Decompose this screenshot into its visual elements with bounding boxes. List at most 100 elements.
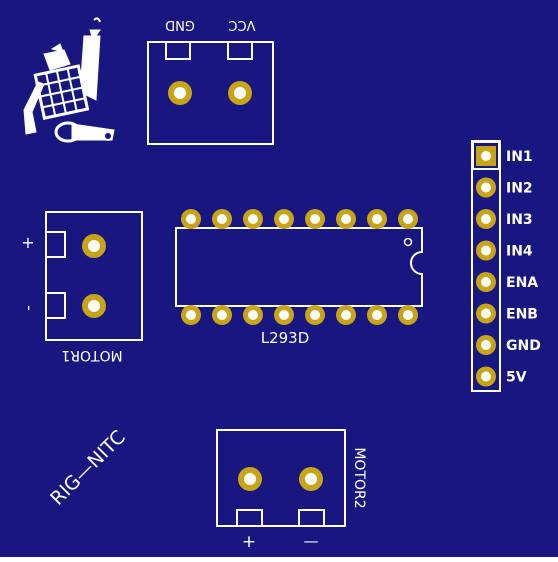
power-header-notch-left (165, 41, 191, 60)
pad-drill-hole (310, 310, 320, 320)
chip-pin1-marker (403, 237, 413, 247)
pad-drill-hole (186, 214, 196, 224)
chip-pin-pad (274, 209, 294, 229)
pad-drill-hole (186, 310, 196, 320)
pad-drill-hole (248, 310, 258, 320)
header-pin: IN4 (476, 240, 533, 261)
robot-logo-icon (23, 17, 115, 143)
motor2-notch-left (236, 509, 263, 527)
header-pin-list: IN1 IN2 IN3 IN4 ENA ENB GND 5V (476, 146, 541, 387)
chip-pin-pad (243, 209, 263, 229)
pad-drill-hole (88, 300, 100, 312)
header-pin-label: ENA (506, 275, 538, 291)
motor2-notch-right (298, 509, 325, 527)
chip-pin-pad (336, 209, 356, 229)
chip-pin-pad (367, 305, 387, 325)
pad-drill-hole (341, 310, 351, 320)
header-pin: ENA (476, 272, 538, 292)
motor2-outline (216, 429, 346, 527)
pad-drill-hole (217, 310, 227, 320)
pad-drill-hole (481, 277, 491, 287)
header-pin-label: IN4 (506, 244, 533, 260)
chip-pin-pad (367, 209, 387, 229)
vcc-power-pad (228, 81, 252, 105)
chip-pin-pad (305, 305, 325, 325)
pad-drill-hole (310, 214, 320, 224)
chip-pin-pad (212, 305, 232, 325)
pad-drill-hole (279, 214, 289, 224)
gnd-label: GND (165, 17, 195, 32)
chip-label: L293D (261, 329, 310, 347)
gnd-power-pad (168, 81, 192, 105)
chip-outline (175, 227, 423, 307)
chip-pin-pad (274, 305, 294, 325)
chip-pin-pad (336, 305, 356, 325)
motor1-terminal: + - MOTOR1 (20, 211, 143, 363)
header-pin-label: IN2 (506, 181, 533, 197)
power-header: GND VCC (147, 17, 274, 145)
power-header-notch-right (227, 41, 253, 60)
motor1-notch-top (45, 231, 66, 258)
pad-drill-hole (481, 308, 491, 319)
power-header-outline (147, 41, 274, 145)
header-pin: ENB (476, 303, 538, 324)
pad-drill-hole (372, 214, 382, 224)
l293d-chip: L293D (175, 209, 423, 347)
pad-drill-hole (481, 214, 491, 224)
chip-pin-pad (305, 209, 325, 229)
motor2-terminal: + — MOTOR2 (216, 429, 367, 552)
header-pin-label: ENB (506, 307, 538, 323)
pad-drill-hole (481, 245, 491, 256)
pad-drill-hole (248, 214, 258, 224)
pad-drill-hole (481, 151, 491, 161)
header-pin: 5V (476, 366, 527, 387)
motor2-plus-pad (238, 467, 262, 491)
motor2-plus-label: + (242, 532, 256, 552)
control-header: IN1 IN2 IN3 IN4 ENA ENB GND 5V (471, 140, 541, 392)
chip-pin-pad (398, 305, 418, 325)
motor1-plus-pad (82, 234, 106, 258)
motor1-minus-label: - (20, 305, 39, 311)
control-header-pin1-box (472, 141, 500, 170)
header-pin-label: IN1 (506, 149, 533, 165)
pad-drill-hole (481, 371, 491, 382)
pad-drill-hole (174, 87, 186, 99)
motor1-outline (45, 211, 143, 341)
pad-drill-hole (305, 473, 317, 485)
chip-pin-pad (398, 209, 418, 229)
motor2-minus-pad (299, 467, 323, 491)
header-pin: IN3 (476, 209, 533, 229)
chip-pads-top (181, 209, 418, 229)
motor1-plus-label: + (21, 233, 34, 252)
header-pin: IN1 (476, 146, 533, 166)
vcc-label: VCC (228, 17, 255, 32)
pad-drill-hole (403, 310, 413, 320)
motor2-minus-label: — (304, 532, 319, 550)
chip-pin-pad (243, 305, 263, 325)
pad-drill-hole (372, 310, 382, 320)
motor1-minus-pad (82, 294, 106, 318)
pad-drill-hole (217, 214, 227, 224)
header-pin-label: IN3 (506, 212, 533, 228)
pad-drill-hole (481, 182, 491, 193)
header-pin-label: GND (506, 338, 541, 354)
header-pin: IN2 (476, 177, 533, 198)
motor1-label: MOTOR1 (61, 347, 122, 363)
pad-drill-hole (244, 473, 256, 485)
chip-pin-pad (181, 209, 201, 229)
pad-drill-hole (341, 214, 351, 224)
pad-drill-hole (88, 240, 100, 252)
pad-drill-hole (279, 310, 289, 320)
chip-pads-bottom (181, 305, 418, 325)
chip-pin-pad (212, 209, 232, 229)
pad-drill-hole (481, 340, 491, 350)
header-pin-label: 5V (506, 370, 527, 386)
pad-drill-hole (234, 87, 246, 99)
motor1-notch-bottom (45, 292, 66, 319)
chip-pin-pad (181, 305, 201, 325)
header-pin: GND (476, 335, 541, 355)
motor2-label: MOTOR2 (351, 447, 367, 508)
pad-drill-hole (403, 214, 413, 224)
